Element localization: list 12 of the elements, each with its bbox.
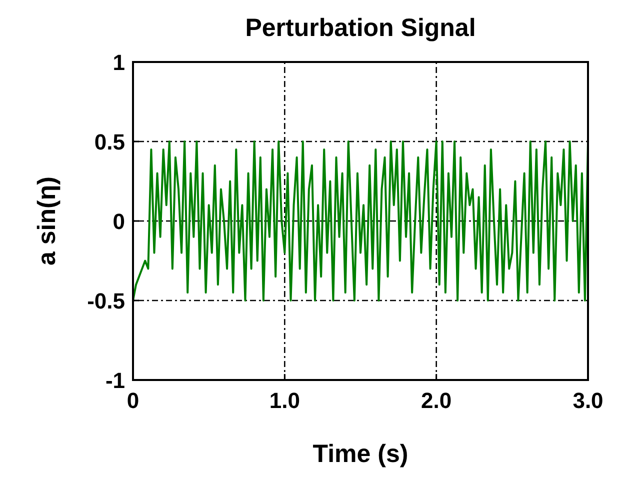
- y-tick-label: -1: [105, 368, 125, 393]
- y-tick-label: 1: [112, 50, 125, 75]
- chart-title: Perturbation Signal: [245, 14, 476, 42]
- y-axis-title: a sin(η): [33, 176, 61, 266]
- y-tick-label: -0.5: [87, 288, 125, 314]
- line-series: [132, 140, 589, 302]
- x-tick-label: 3.0: [572, 388, 604, 413]
- x-tick-label: 2.0: [421, 388, 452, 413]
- y-tick-label: 0: [112, 209, 125, 234]
- x-tick-label: 1.0: [269, 388, 300, 413]
- y-tick-label: 0.5: [94, 130, 125, 154]
- x-axis-title: Time (s): [312, 440, 408, 468]
